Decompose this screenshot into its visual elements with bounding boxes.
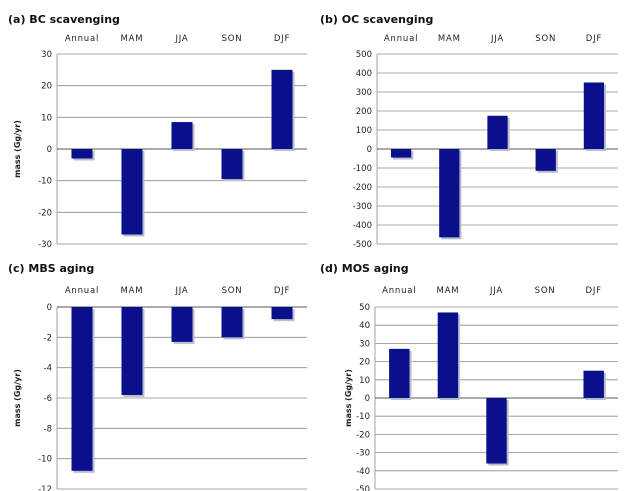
y-tick-label: 10	[41, 113, 52, 123]
y-tick-label: -400	[353, 221, 372, 231]
y-tick-label: 0	[365, 394, 370, 404]
y-tick-label: -10	[38, 177, 52, 187]
y-tick-label: 10	[359, 376, 370, 386]
chart-title: (a) BC scavenging	[8, 13, 120, 26]
y-tick-label: -4	[44, 364, 52, 374]
chart-panel-mbs-aging: (c) MBS aging 0 -2 -4 -6 -8 -10 -12 Annual MAM JJA…	[0, 246, 312, 491]
y-tick-label: -100	[353, 164, 372, 174]
bar-annual	[390, 149, 412, 158]
category-label: JJA	[174, 34, 188, 44]
bar-djf	[271, 307, 293, 320]
bar-jja	[171, 307, 193, 342]
chart-panel-oc-scavenging: (b) OC scavenging 500 400 300 200 100 0 -100 -20…	[312, 0, 624, 250]
chart-panel-bc-scavenging: (a) BC scavenging 30 20 10 0 -10 -20 -30 Annual M…	[0, 0, 312, 250]
category-label: JJA	[489, 286, 503, 296]
y-axis-label: mass (Gg/yr)	[13, 369, 22, 427]
bar-jja	[486, 398, 507, 464]
category-label: DJF	[274, 286, 290, 296]
chart-mos-aging: (d) MOS aging 50 40 30 20 10 0 -10 -20 -30 -40 -50 A…	[320, 262, 618, 491]
category-label: Annual	[382, 286, 416, 296]
chart-title: (b) OC scavenging	[320, 13, 433, 26]
chart-title: (c) MBS aging	[8, 262, 94, 275]
y-axis-label: mass (Gg/yr)	[344, 369, 353, 427]
category-label: Annual	[65, 34, 99, 44]
category-label: MAM	[121, 34, 144, 44]
y-tick-label: -40	[356, 467, 370, 477]
category-label: SON	[222, 286, 243, 296]
category-label: DJF	[586, 286, 602, 296]
bar-annual	[71, 149, 93, 159]
category-label: SON	[222, 34, 243, 44]
y-tick-label: -300	[353, 202, 372, 212]
y-tick-label: -50	[356, 485, 370, 491]
y-tick-label: -8	[44, 424, 52, 434]
category-label: DJF	[274, 34, 290, 44]
category-label: MAM	[438, 34, 461, 44]
y-tick-label: 300	[356, 88, 372, 98]
y-tick-label: 0	[47, 145, 52, 155]
y-tick-label: 30	[359, 339, 370, 349]
y-tick-label: 20	[359, 358, 370, 368]
chart-mbs-aging: (c) MBS aging 0 -2 -4 -6 -8 -10 -12 Annual MAM JJA…	[8, 262, 307, 491]
y-tick-label: -2	[44, 333, 52, 343]
y-tick-label: -10	[356, 412, 370, 422]
chart-bc-scavenging: (a) BC scavenging 30 20 10 0 -10 -20 -30 Annual M…	[8, 13, 307, 250]
category-label: Annual	[384, 34, 418, 44]
bar-son	[535, 149, 556, 171]
y-tick-label: 50	[359, 303, 370, 313]
y-tick-label: 100	[356, 126, 372, 136]
y-tick-label: 400	[356, 69, 372, 79]
bar-mam	[437, 312, 459, 398]
bar-jja	[487, 115, 508, 149]
chart-panel-mos-aging: (d) MOS aging 50 40 30 20 10 0 -10 -20 -30 -40 -50 A…	[312, 246, 624, 491]
category-label: SON	[535, 286, 556, 296]
bar-djf	[583, 370, 604, 398]
y-tick-label: -500	[353, 240, 372, 250]
bar-son	[221, 149, 243, 180]
y-tick-label: -30	[38, 240, 52, 250]
category-label: MAM	[121, 286, 144, 296]
category-label: DJF	[586, 34, 602, 44]
category-label: SON	[535, 34, 556, 44]
y-tick-label: -20	[38, 208, 52, 218]
y-tick-label: -6	[44, 394, 52, 404]
y-tick-label: -10	[38, 455, 52, 465]
bar-mam	[439, 149, 460, 238]
bar-mam	[121, 149, 143, 235]
y-tick-label: 500	[356, 50, 372, 60]
y-tick-label: 40	[359, 321, 370, 331]
category-label: JJA	[490, 34, 504, 44]
bar-annual	[71, 307, 93, 471]
bar-son	[221, 307, 243, 338]
category-label: JJA	[174, 286, 188, 296]
y-tick-label: 0	[367, 145, 372, 155]
y-axis-label: mass (Gg/yr)	[13, 120, 22, 178]
bar-mam	[121, 307, 143, 395]
y-tick-label: 20	[41, 82, 52, 92]
bar-annual	[389, 348, 410, 398]
y-tick-label: -30	[356, 449, 370, 459]
chart-oc-scavenging: (b) OC scavenging 500 400 300 200 100 0 -100 -20…	[320, 13, 618, 250]
y-tick-label: -200	[353, 183, 372, 193]
bar-djf	[271, 69, 293, 149]
y-tick-label: 30	[41, 50, 52, 60]
bar-jja	[171, 122, 193, 149]
bar-djf	[583, 82, 605, 149]
chart-title: (d) MOS aging	[320, 262, 409, 275]
y-tick-label: 0	[47, 303, 52, 313]
y-tick-label: -12	[38, 485, 52, 491]
y-tick-label: -20	[356, 430, 370, 440]
y-tick-label: 200	[356, 107, 372, 117]
category-label: MAM	[436, 286, 459, 296]
category-label: Annual	[65, 286, 99, 296]
